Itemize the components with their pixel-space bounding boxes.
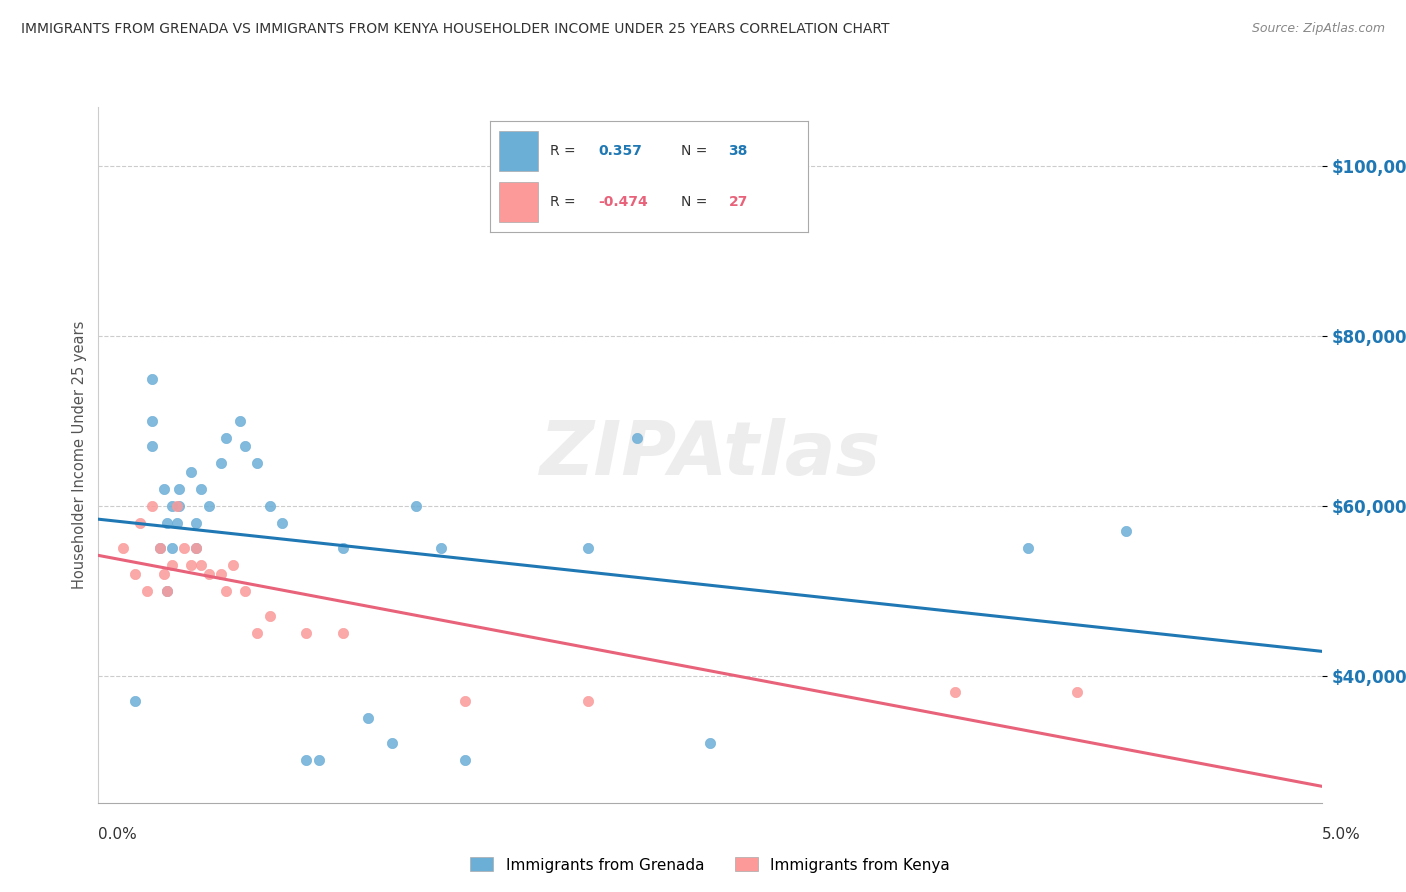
- Point: [136, 583, 159, 598]
- Text: ZIPAtlas: ZIPAtlas: [540, 418, 880, 491]
- Point: [214, 583, 236, 598]
- Point: [943, 685, 966, 699]
- Point: [166, 516, 188, 530]
- Point: [576, 694, 599, 708]
- Point: [190, 482, 212, 496]
- Point: [156, 516, 179, 530]
- Legend: Immigrants from Grenada, Immigrants from Kenya: Immigrants from Grenada, Immigrants from…: [464, 851, 956, 879]
- Point: [454, 694, 477, 708]
- Y-axis label: Householder Income Under 25 years: Householder Income Under 25 years: [72, 321, 87, 589]
- Point: [160, 541, 183, 556]
- Point: [295, 753, 318, 767]
- Point: [149, 541, 172, 556]
- Point: [1115, 524, 1137, 539]
- Point: [167, 482, 190, 496]
- Point: [626, 431, 648, 445]
- Point: [153, 482, 176, 496]
- Point: [141, 439, 163, 453]
- Point: [405, 499, 427, 513]
- Point: [153, 566, 176, 581]
- Point: [149, 541, 172, 556]
- Point: [246, 626, 269, 640]
- Point: [186, 541, 208, 556]
- Point: [197, 499, 219, 513]
- Point: [295, 626, 318, 640]
- Point: [141, 499, 163, 513]
- Point: [259, 609, 281, 624]
- Point: [167, 499, 190, 513]
- Point: [1017, 541, 1039, 556]
- Point: [430, 541, 453, 556]
- Point: [160, 558, 183, 573]
- Point: [111, 541, 134, 556]
- Point: [166, 499, 188, 513]
- Point: [454, 753, 477, 767]
- Point: [186, 516, 208, 530]
- Point: [229, 414, 252, 428]
- Point: [190, 558, 212, 573]
- Text: 0.0%: 0.0%: [98, 827, 138, 841]
- Point: [141, 414, 163, 428]
- Point: [186, 541, 208, 556]
- Point: [156, 583, 179, 598]
- Point: [233, 583, 256, 598]
- Point: [180, 465, 202, 479]
- Point: [209, 566, 232, 581]
- Point: [308, 753, 330, 767]
- Point: [214, 431, 236, 445]
- Text: IMMIGRANTS FROM GRENADA VS IMMIGRANTS FROM KENYA HOUSEHOLDER INCOME UNDER 25 YEA: IMMIGRANTS FROM GRENADA VS IMMIGRANTS FR…: [21, 22, 890, 37]
- Point: [332, 541, 354, 556]
- Point: [576, 541, 599, 556]
- Point: [197, 566, 219, 581]
- Point: [222, 558, 245, 573]
- Point: [1066, 685, 1088, 699]
- Point: [381, 736, 404, 750]
- Point: [141, 371, 163, 385]
- Point: [180, 558, 202, 573]
- Point: [246, 457, 269, 471]
- Point: [173, 541, 195, 556]
- Point: [699, 736, 721, 750]
- Point: [160, 499, 183, 513]
- Point: [156, 583, 179, 598]
- Point: [270, 516, 294, 530]
- Text: Source: ZipAtlas.com: Source: ZipAtlas.com: [1251, 22, 1385, 36]
- Point: [129, 516, 152, 530]
- Point: [124, 694, 146, 708]
- Text: 5.0%: 5.0%: [1322, 827, 1361, 841]
- Point: [356, 711, 378, 725]
- Point: [124, 566, 146, 581]
- Point: [259, 499, 281, 513]
- Point: [209, 457, 232, 471]
- Point: [233, 439, 256, 453]
- Point: [332, 626, 354, 640]
